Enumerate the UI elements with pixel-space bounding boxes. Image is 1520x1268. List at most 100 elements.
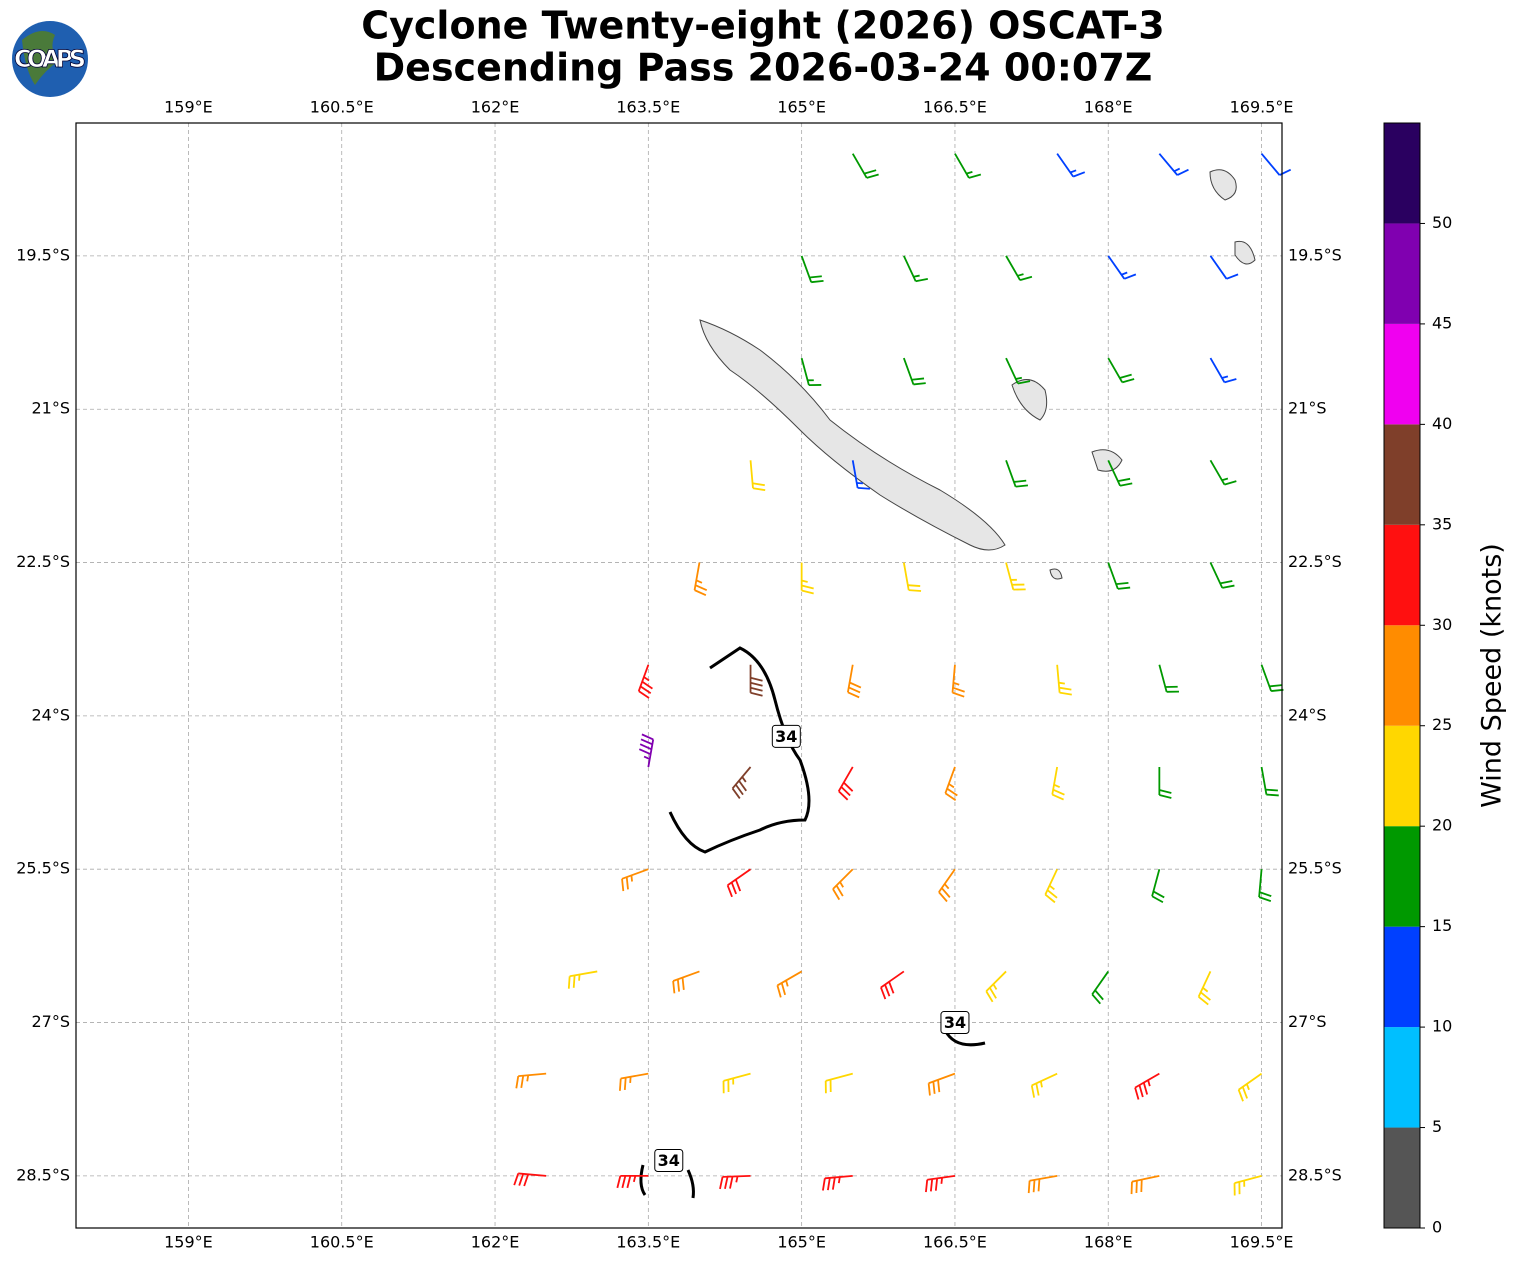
x-tick-label: 165°E	[777, 98, 826, 117]
wind-barb	[777, 971, 801, 997]
island	[1012, 380, 1047, 420]
barb-full	[986, 991, 992, 1002]
wind-barb	[839, 767, 853, 800]
barb-full	[1124, 274, 1136, 278]
x-tick-label: 159°E	[164, 1233, 213, 1252]
x-tick-label: 165°E	[777, 1233, 826, 1252]
barb-full	[885, 985, 889, 997]
x-tick-label: 159°E	[164, 98, 213, 117]
wind-barb	[1108, 563, 1130, 589]
barb-full	[931, 1179, 932, 1191]
contour-label: 34	[944, 1013, 966, 1032]
wind-barb	[802, 358, 822, 385]
barb-full	[641, 739, 652, 744]
barb-full	[929, 1083, 930, 1095]
barb-full	[1032, 1085, 1034, 1097]
barb-half	[527, 1075, 528, 1081]
y-tick-label: 21°S	[1288, 399, 1327, 418]
colorbar-segment	[1384, 525, 1420, 625]
barb-half	[802, 581, 808, 583]
barb-half	[914, 276, 920, 277]
barb-full	[728, 885, 732, 897]
colorbar-segment	[1384, 1128, 1420, 1228]
barb-full	[1118, 479, 1130, 481]
wind-barb	[1152, 869, 1164, 902]
colorbar-segment	[1384, 424, 1420, 524]
wind-barb	[723, 1074, 750, 1094]
wind-barb	[1092, 971, 1108, 1003]
x-tick-label: 169.5°E	[1230, 98, 1294, 117]
barb-full	[736, 880, 740, 892]
barb-full	[1073, 172, 1085, 176]
wind-barb	[514, 1173, 546, 1186]
barb-full	[751, 688, 763, 691]
barb-full	[1016, 485, 1028, 486]
y-tick-label: 25.5°S	[16, 859, 70, 878]
barb-full	[730, 1176, 733, 1188]
island	[1050, 569, 1062, 579]
barb-full	[936, 1178, 937, 1190]
y-tick-label: 27°S	[1288, 1012, 1327, 1031]
x-tick-label: 162°E	[471, 1233, 520, 1252]
barb-full	[802, 591, 814, 594]
barb-half	[696, 580, 702, 583]
y-tick-label: 22.5°S	[16, 552, 70, 571]
barb-full	[1220, 581, 1232, 583]
barb-full	[848, 692, 859, 697]
barb-full	[777, 985, 780, 997]
barb-full	[1239, 1090, 1243, 1102]
wind-barb	[695, 563, 707, 596]
barb-full	[1135, 1088, 1138, 1100]
barb-full	[1266, 795, 1278, 796]
island	[1210, 170, 1236, 200]
barb-half	[1050, 886, 1055, 890]
wind-barb	[953, 665, 965, 697]
barb-full	[516, 1076, 518, 1088]
barb-half	[1222, 376, 1228, 378]
barb-full	[1243, 1087, 1247, 1099]
x-tick-label: 166.5°E	[923, 1233, 987, 1252]
barb-half	[993, 984, 996, 989]
barb-half	[1121, 273, 1127, 275]
colorbar-segment	[1384, 123, 1420, 223]
wind-barb	[728, 869, 751, 897]
wind-barb	[1210, 563, 1234, 588]
wind-barb	[1262, 665, 1284, 691]
barb-full	[1259, 897, 1271, 901]
wind-barb	[1032, 1074, 1057, 1098]
barb-full	[627, 877, 628, 889]
colorbar-tick-label: 50	[1432, 213, 1452, 232]
wind-barb	[823, 1176, 853, 1191]
barb-full	[1052, 795, 1063, 800]
y-tick-label: 19.5°S	[16, 245, 70, 264]
barb-full	[1224, 481, 1236, 484]
barb-half	[1070, 170, 1076, 172]
wind-barb	[1159, 665, 1179, 692]
barb-full	[1266, 790, 1278, 791]
wind-barb	[853, 154, 879, 178]
barb-full	[1159, 790, 1171, 793]
barb-half	[786, 980, 788, 986]
barb-half	[1222, 479, 1228, 481]
colorbar-tick-label: 0	[1432, 1218, 1442, 1237]
island	[1092, 450, 1122, 471]
wind-barb	[881, 971, 904, 999]
barb-full	[1039, 1179, 1040, 1191]
barb-full	[1120, 483, 1132, 485]
barb-full	[864, 170, 876, 173]
wind-barb	[1132, 1176, 1160, 1194]
wind-barb	[1029, 1176, 1057, 1193]
y-tick-label: 25.5°S	[1288, 859, 1342, 878]
barb-full	[751, 683, 763, 686]
x-tick-label: 163.5°E	[616, 1233, 680, 1252]
barb-full	[751, 678, 763, 681]
colorbar-label: Wind Speed (knots)	[1477, 543, 1508, 808]
barb-staff	[1262, 154, 1280, 175]
wind-barb	[802, 256, 824, 282]
colorbar-tick-label: 45	[1432, 313, 1452, 332]
wind-barb	[620, 1074, 648, 1091]
wind-barb	[833, 869, 853, 899]
barb-full	[1224, 379, 1236, 382]
barb-half	[945, 884, 949, 889]
barb-half	[742, 777, 746, 782]
